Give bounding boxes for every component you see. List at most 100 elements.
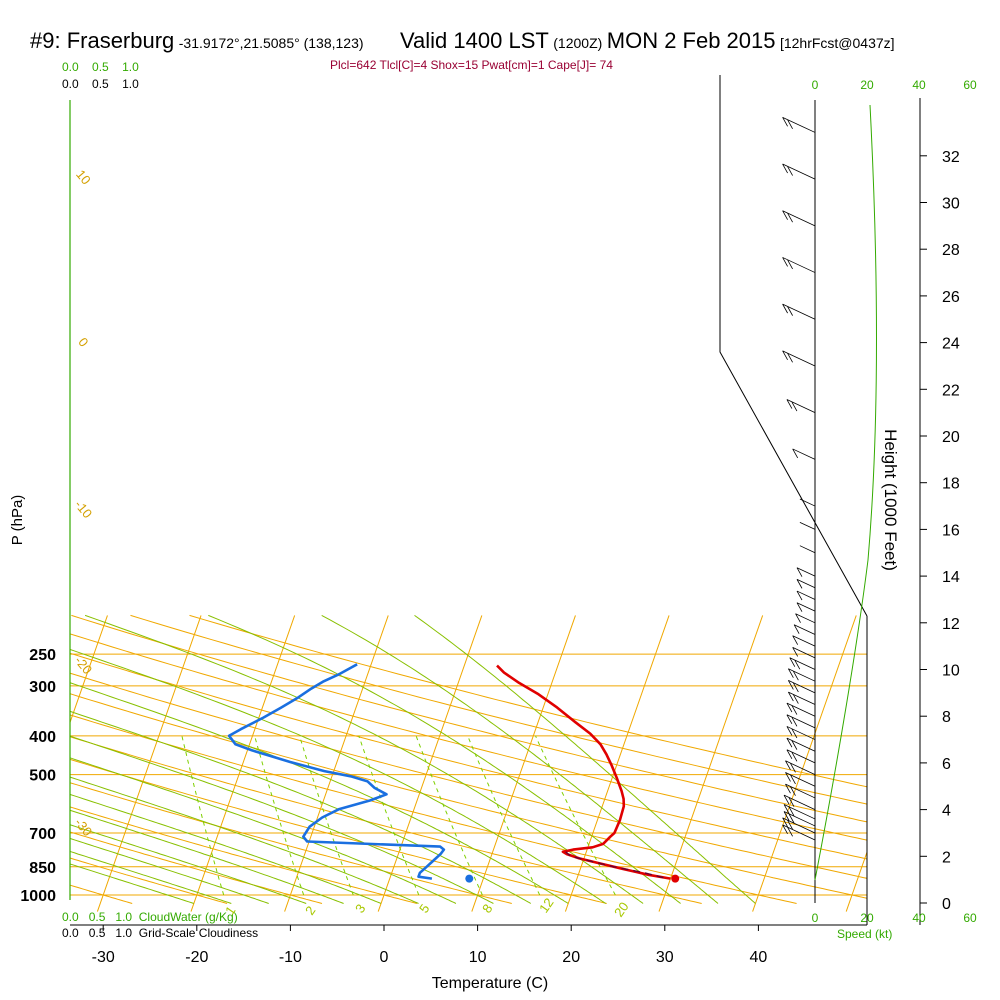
height-tick-label: 8 xyxy=(942,709,951,726)
isotherm-line xyxy=(471,615,576,912)
dry-adiabat-label: 0 xyxy=(75,335,91,350)
height-tick-label: 30 xyxy=(942,196,960,213)
wind-barb-feather xyxy=(782,824,788,835)
wind-barb-feather xyxy=(796,590,803,601)
wind-barb xyxy=(785,772,816,787)
wind-barb-feather xyxy=(788,797,795,807)
height-tick-label: 18 xyxy=(942,476,960,493)
wind-barb-feather xyxy=(786,714,793,724)
mixing-ratio-label: 3 xyxy=(352,901,368,916)
x-tick-label: 20 xyxy=(562,949,580,966)
wind-barb xyxy=(785,783,816,799)
wind-barb xyxy=(793,624,816,635)
surface-temperature-dot xyxy=(671,874,680,883)
height-tick-label: 16 xyxy=(942,522,960,539)
wind-barb-feather xyxy=(788,806,795,817)
wind-barb-feather xyxy=(788,813,795,824)
speed-profile-line xyxy=(814,104,877,881)
wind-barb-feather xyxy=(795,613,801,623)
wind-barb xyxy=(789,657,816,670)
wind-barb-feather xyxy=(792,647,799,657)
wind-barb-feather xyxy=(791,717,798,727)
moist-adiabat-line xyxy=(70,824,307,904)
dry-adiabat-line xyxy=(189,614,867,788)
dry-adiabat-line xyxy=(70,714,797,904)
wind-barb xyxy=(799,498,816,507)
cloudwater-scale-top: 0.0 0.5 1.0 xyxy=(62,60,139,74)
wind-barb xyxy=(792,635,816,647)
mixing-ratio-label: 5 xyxy=(416,901,432,916)
wind-barb-feather xyxy=(794,660,801,670)
cl-top-tick-1: 0.5 xyxy=(92,77,109,91)
wind-barb-feather xyxy=(796,567,803,577)
speed-tick-top: 40 xyxy=(912,78,926,92)
dry-adiabat-label: -10 xyxy=(72,497,96,521)
dry-adiabat-line xyxy=(70,857,228,904)
height-tick-label: 22 xyxy=(942,382,960,399)
forecast-text: [12hrFcst@0437z] xyxy=(779,35,895,51)
wind-barb-feather xyxy=(785,772,791,782)
dry-adiabat-line xyxy=(70,806,418,904)
wind-barb-feather xyxy=(787,119,793,130)
mixing-ratio-line xyxy=(254,735,305,896)
isotherm-line xyxy=(0,615,14,911)
wind-barb xyxy=(788,691,816,705)
wind-barb xyxy=(796,579,816,589)
dry-adiabat-line xyxy=(70,633,867,841)
wind-barb-feather xyxy=(792,448,799,459)
dry-adiabat-line xyxy=(70,693,867,899)
wind-barb-feather xyxy=(782,303,788,314)
height-tick-label: 0 xyxy=(942,896,951,913)
cl-tick-0: 0.0 xyxy=(62,926,79,940)
height-tick-label: 6 xyxy=(942,756,951,773)
wind-barb-feather xyxy=(796,579,803,589)
cloudwater-scale-bottom: 0.0 0.5 1.0 CloudWater (g/Kg) xyxy=(62,910,238,924)
height-tick-label: 10 xyxy=(942,663,960,680)
moist-adiabat-line xyxy=(70,793,382,904)
wind-barb xyxy=(786,714,816,729)
moist-adiabat-line xyxy=(70,682,569,904)
wind-barb xyxy=(788,668,816,682)
speed-tick-bottom: 0 xyxy=(812,911,819,925)
wind-barb-feather xyxy=(793,694,799,704)
cw-tick-1: 0.5 xyxy=(88,910,106,924)
wind-barb-feather xyxy=(786,737,793,748)
isotherm-line xyxy=(564,615,670,912)
wind-barb-feather xyxy=(782,117,788,127)
dry-adiabat-line xyxy=(70,736,702,904)
dry-adiabat-label: 10 xyxy=(73,167,94,188)
wind-barb-feather xyxy=(787,166,793,176)
x-tick-label: -10 xyxy=(279,949,302,966)
wind-barb-feather xyxy=(787,306,793,316)
height-axis-title: Height (1000 Feet) xyxy=(881,429,900,571)
wind-barb-feather xyxy=(791,752,798,762)
height-tick-label: 12 xyxy=(942,616,960,633)
height-tick-label: 28 xyxy=(942,242,960,259)
moist-adiabat-line xyxy=(70,809,344,904)
x-tick-label: -20 xyxy=(185,949,208,966)
isotherm-line xyxy=(96,615,202,912)
cw-tick-2: 1.0 xyxy=(115,910,133,924)
dry-adiabat-line xyxy=(70,672,867,879)
wind-barb xyxy=(783,804,816,820)
parcel-line xyxy=(565,851,664,879)
wind-barb xyxy=(782,824,816,841)
wind-barb xyxy=(782,817,816,834)
isotherm-line xyxy=(658,615,764,912)
wind-barb-feather xyxy=(782,210,788,220)
wind-barb xyxy=(786,399,816,414)
wind-barb-feather xyxy=(787,820,793,830)
wind-barb-feather xyxy=(796,602,803,612)
wind-barb xyxy=(796,602,816,612)
wind-barb-feather xyxy=(788,668,794,678)
dry-adiabat-line xyxy=(70,884,133,904)
cw-top-tick-2: 1.0 xyxy=(122,60,139,74)
wind-barb-feather xyxy=(786,702,793,713)
wind-barb-feather xyxy=(789,657,796,667)
speed-label: Speed (kt) xyxy=(837,927,893,941)
utc-text: (1200Z) xyxy=(553,35,603,51)
indices-line: Plcl=642 Tlcl[C]=4 Shox=15 Pwat[cm]=1 Ca… xyxy=(330,58,613,72)
cloudwater-label: CloudWater (g/Kg) xyxy=(138,910,238,924)
height-tick-label: 14 xyxy=(942,569,960,586)
